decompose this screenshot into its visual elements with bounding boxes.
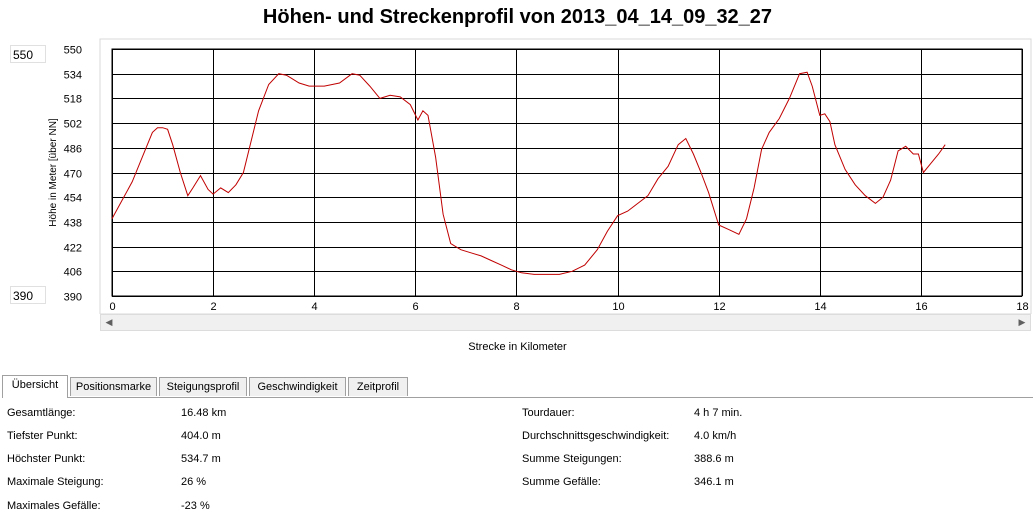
stat-label-max-gefaelle: Maximales Gefälle: <box>7 500 101 512</box>
stat-label-gesamtlaenge: Gesamtlänge: <box>7 407 76 419</box>
scroll-right-icon[interactable]: ▶ <box>1018 317 1026 327</box>
x-tick-label: 14 <box>814 301 826 313</box>
stat-value-summe-gefaelle: 346.1 m <box>694 476 734 488</box>
stat-value-durchschnittsgeschwindigkeit: 4.0 km/h <box>694 430 737 442</box>
stat-value-hoechster-punkt: 534.7 m <box>181 453 221 465</box>
stat-label-summe-steigungen: Summe Steigungen: <box>522 453 622 465</box>
stat-label-tourdauer: Tourdauer: <box>522 407 575 419</box>
plot-area <box>111 48 1023 297</box>
stat-label-tiefster-punkt: Tiefster Punkt: <box>7 430 78 442</box>
y-tick-label: 438 <box>64 218 82 230</box>
stat-label-hoechster-punkt: Höchster Punkt: <box>7 453 86 465</box>
x-tick-label: 18 <box>1016 301 1028 313</box>
tab-uebersicht[interactable]: Übersicht <box>2 375 68 398</box>
tab-steigungsprofil[interactable]: Steigungsprofil <box>159 377 247 396</box>
y-tick-label: 390 <box>64 292 82 304</box>
y-axis-label: Höhe in Meter [über NN] <box>48 118 59 227</box>
tab-zeitprofil[interactable]: Zeitprofil <box>348 377 408 396</box>
x-tick-label: 10 <box>612 301 624 313</box>
x-axis-label: Strecke in Kilometer <box>468 341 567 353</box>
y-tick-label: 406 <box>64 267 82 279</box>
y-tick-label: 534 <box>64 70 82 82</box>
elevation-chart: 390 406 422 438 454 470 486 502 518 534 550 0 2 4 6 8 10… <box>48 38 1032 314</box>
chart-horizontal-scrollbar[interactable]: ◀ ▶ <box>100 314 1031 331</box>
y-tick-label: 502 <box>64 119 82 131</box>
tab-geschwindigkeit[interactable]: Geschwindigkeit <box>249 377 346 396</box>
x-tick-label: 8 <box>513 301 519 313</box>
page-title: Höhen- und Streckenprofil von 2013_04_14… <box>262 6 773 28</box>
stat-label-summe-gefaelle: Summe Gefälle: <box>522 476 601 488</box>
y-tick-label: 470 <box>64 169 82 181</box>
y-min-box[interactable]: 390 <box>10 286 46 304</box>
overview-panel: Gesamtlänge: 16.48 km Tiefster Punkt: 40… <box>2 397 1033 521</box>
stat-value-max-gefaelle: -23 % <box>181 500 210 512</box>
stat-value-max-steigung: 26 % <box>181 476 207 488</box>
stat-value-summe-steigungen: 388.6 m <box>694 453 734 465</box>
x-tick-label: 4 <box>311 301 317 313</box>
stat-label-durchschnittsgeschwindigkeit: Durchschnittsgeschwindigkeit: <box>522 430 670 442</box>
x-tick-label: 16 <box>915 301 927 313</box>
x-tick-label: 12 <box>713 301 725 313</box>
x-tick-label: 6 <box>412 301 418 313</box>
stat-label-max-steigung: Maximale Steigung: <box>7 476 104 488</box>
stat-value-tiefster-punkt: 404.0 m <box>181 430 221 442</box>
y-tick-label: 486 <box>64 144 82 156</box>
stat-value-gesamtlaenge: 16.48 km <box>181 407 227 419</box>
x-tick-label: 2 <box>210 301 216 313</box>
y-tick-label: 422 <box>64 243 82 255</box>
stat-value-tourdauer: 4 h 7 min. <box>694 407 743 419</box>
y-tick-label: 518 <box>64 94 82 106</box>
y-tick-label: 454 <box>64 193 82 205</box>
y-max-box[interactable]: 550 <box>10 45 46 63</box>
x-tick-label: 0 <box>109 301 115 313</box>
y-tick-label: 550 <box>64 45 82 57</box>
elevation-series-line <box>111 71 946 275</box>
tab-positionsmarke[interactable]: Positionsmarke <box>70 377 157 396</box>
scroll-left-icon[interactable]: ◀ <box>105 317 113 327</box>
